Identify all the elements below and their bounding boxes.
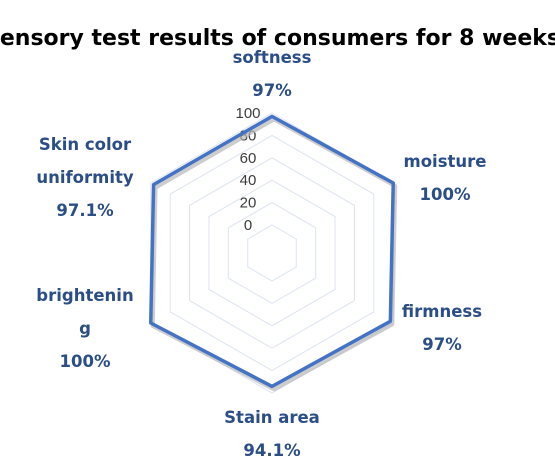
series-line [149, 114, 395, 389]
grid-ring-60 [189, 157, 355, 349]
grid-ring-80 [169, 134, 375, 372]
axis-label-4: brightenin g 100% [36, 286, 133, 371]
axis-name-line: brightenin [36, 286, 133, 305]
axis-name-line: Skin color [39, 135, 132, 154]
tick-label-100: 100 [235, 105, 260, 122]
axis-value-label: 97% [422, 335, 462, 354]
series-shadow [150, 117, 398, 392]
axis-name-line: Stain area [224, 408, 320, 427]
axis-name-line: firmness [402, 302, 482, 321]
tick-label-0: 0 [244, 217, 252, 234]
axis-value-label: 94.1% [243, 441, 301, 460]
axis-labels: softness 97% moisture 100% firmness 97% Stain … [36, 48, 486, 460]
tick-label-60: 60 [240, 150, 257, 167]
axis-label-5: Skin color uniformity 97.1% [36, 135, 134, 220]
axis-value-label: 97.1% [56, 201, 114, 220]
axis-name-line: uniformity [36, 168, 134, 187]
axis-name-line: g [79, 319, 91, 338]
axis-value-label: 97% [252, 81, 292, 100]
grid-ring-100 [150, 112, 394, 394]
tick-label-40: 40 [240, 172, 257, 189]
axis-label-2: firmness 97% [402, 302, 482, 354]
axis-name-line: softness [233, 48, 312, 67]
axis-name-line: moisture [404, 152, 487, 171]
radar-series [149, 114, 398, 392]
axis-label-3: Stain area 94.1% [224, 408, 320, 460]
tick-label-20: 20 [240, 195, 257, 212]
grid-ring-0 [247, 224, 297, 282]
axis-value-label: 100% [420, 185, 471, 204]
axis-label-0: softness 97% [233, 48, 312, 100]
axis-value-label: 100% [60, 352, 111, 371]
grid-ring-40 [208, 179, 336, 327]
chart-title: Sensory test results of consumers for 8 … [0, 26, 555, 51]
axis-label-1: moisture 100% [404, 152, 487, 204]
radar-grid [150, 112, 394, 394]
grid-ring-20 [227, 202, 317, 304]
